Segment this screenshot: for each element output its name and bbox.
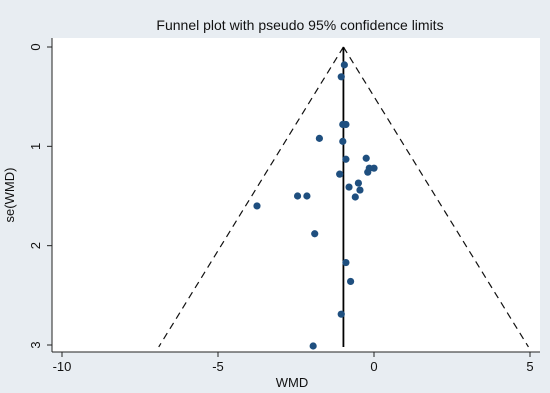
data-point: [342, 120, 350, 129]
y-tick-label: 1: [28, 143, 43, 150]
data-point: [315, 134, 323, 142]
data-point: [311, 230, 319, 238]
data-point: [354, 179, 362, 187]
data-point: [356, 186, 364, 194]
x-tick-label: 5: [526, 359, 533, 374]
data-point: [253, 202, 261, 210]
data-point: [293, 192, 302, 200]
y-tick-label: 0: [28, 43, 43, 50]
data-point: [337, 310, 345, 318]
x-axis-title: WMD: [276, 375, 309, 390]
data-point: [309, 342, 317, 350]
chart-title: Funnel plot with pseudo 95% confidence l…: [156, 17, 443, 33]
data-point: [336, 170, 344, 178]
data-point: [340, 61, 348, 69]
data-point: [370, 164, 378, 172]
y-tick-label: 3: [28, 341, 43, 348]
data-point: [351, 193, 359, 201]
data-point: [347, 277, 355, 286]
x-tick-label: -5: [212, 359, 224, 374]
y-axis-title: se(WMD): [2, 168, 17, 223]
data-point: [337, 73, 345, 81]
data-point: [342, 155, 350, 163]
data-points: [253, 61, 378, 350]
y-tick-label: 2: [28, 242, 43, 249]
x-tick-label: -10: [53, 359, 72, 374]
data-point: [345, 183, 353, 191]
data-point: [364, 168, 372, 176]
x-tick-label: 0: [370, 359, 377, 374]
data-point: [303, 192, 311, 200]
funnel-right-limit: [342, 46, 529, 348]
data-point: [342, 258, 350, 267]
funnel-limits: [158, 46, 529, 348]
data-point: [339, 137, 347, 145]
axes: -10 -5 0 5 0 1 2 3: [28, 38, 540, 374]
funnel-left-limit: [158, 46, 344, 348]
data-point: [362, 154, 370, 162]
